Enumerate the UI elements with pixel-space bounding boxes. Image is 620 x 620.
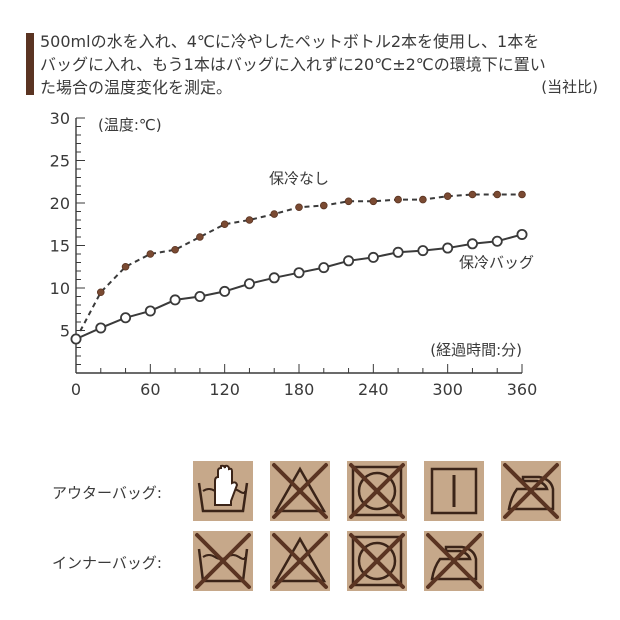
data-point (295, 203, 303, 212)
data-point (442, 242, 454, 254)
note-line-3: た場合の温度変化を測定。 (40, 78, 233, 97)
data-point (196, 233, 204, 241)
note-accent-bar (26, 33, 34, 95)
note-line-1: 500mlの水を入れ、4℃に冷やしたペットボトル2本を使用し、1本を (40, 32, 540, 51)
data-point (120, 312, 132, 324)
care-label-outer-bag: アウターバッグ: (52, 484, 162, 502)
data-point (144, 305, 156, 317)
do-not-iron-icon (501, 461, 561, 521)
data-point (344, 197, 353, 206)
do-not-iron-icon (424, 531, 484, 591)
x-tick-label: 180 (284, 380, 315, 399)
x-tick-label: 0 (71, 380, 81, 399)
data-point (417, 245, 429, 257)
data-point (243, 278, 255, 290)
x-tick-label: 360 (507, 380, 538, 399)
series-line-0 (75, 193, 522, 340)
x-tick-label: 300 (432, 380, 463, 399)
data-point (171, 245, 179, 254)
data-point (443, 192, 452, 201)
data-point (369, 197, 378, 206)
x-axis-label: (経過時間:分) (430, 341, 522, 359)
data-point (96, 288, 105, 297)
data-point (245, 216, 254, 224)
data-point (121, 262, 130, 271)
data-point (319, 201, 328, 210)
data-point (268, 272, 280, 284)
data-point (419, 195, 427, 204)
do-not-tumble-dry-icon (347, 461, 407, 521)
y-tick-label: 30 (50, 109, 70, 128)
care-row-outer-bag: アウターバッグ: (0, 456, 620, 526)
y-axis-label: (温度:℃) (98, 116, 162, 134)
data-point (394, 195, 402, 204)
do-not-tumble-dry-icon (347, 531, 407, 591)
y-tick-label: 20 (50, 194, 70, 213)
x-tick-label: 120 (209, 380, 240, 399)
data-point (468, 190, 477, 199)
y-tick-label: 5 (60, 322, 70, 341)
data-point (491, 235, 503, 247)
series-label: 保冷バッグ (459, 253, 534, 271)
data-point (318, 262, 330, 274)
data-point (220, 220, 229, 229)
drip-dry-icon (424, 461, 484, 521)
data-point (270, 210, 279, 218)
y-tick-label: 25 (50, 152, 70, 171)
x-tick-label: 60 (140, 380, 160, 399)
care-label-inner-bag: インナーバッグ: (52, 554, 162, 572)
data-point (194, 290, 206, 302)
data-point (516, 228, 528, 240)
x-tick-label: 240 (358, 380, 389, 399)
y-tick-label: 10 (50, 279, 70, 298)
data-point (518, 190, 526, 199)
source-note: (当社比) (541, 78, 598, 96)
data-point (293, 267, 305, 279)
series-label: 保冷なし (269, 170, 329, 188)
series-line-1 (75, 233, 523, 340)
data-point (466, 238, 478, 250)
data-point (95, 322, 107, 334)
note-text: 500mlの水を入れ、4℃に冷やしたペットボトル2本を使用し、1本を バッグに入… (40, 30, 600, 99)
data-point (343, 255, 355, 267)
hand-wash-icon (193, 461, 253, 521)
data-point (146, 250, 155, 258)
data-point (169, 294, 181, 306)
do-not-bleach-icon (270, 461, 330, 521)
do-not-wash-icon (193, 531, 253, 591)
data-point (70, 333, 82, 345)
data-point (219, 285, 231, 297)
note-line-2: バッグに入れ、もう1本はバッグに入れずに20℃±2℃の環境下に置い (40, 55, 546, 74)
data-point (367, 251, 379, 263)
do-not-bleach-icon (270, 531, 330, 591)
data-point (493, 190, 502, 199)
care-row-inner-bag: インナーバッグ: (0, 526, 620, 596)
data-point (392, 246, 404, 258)
y-tick-label: 15 (50, 237, 70, 256)
